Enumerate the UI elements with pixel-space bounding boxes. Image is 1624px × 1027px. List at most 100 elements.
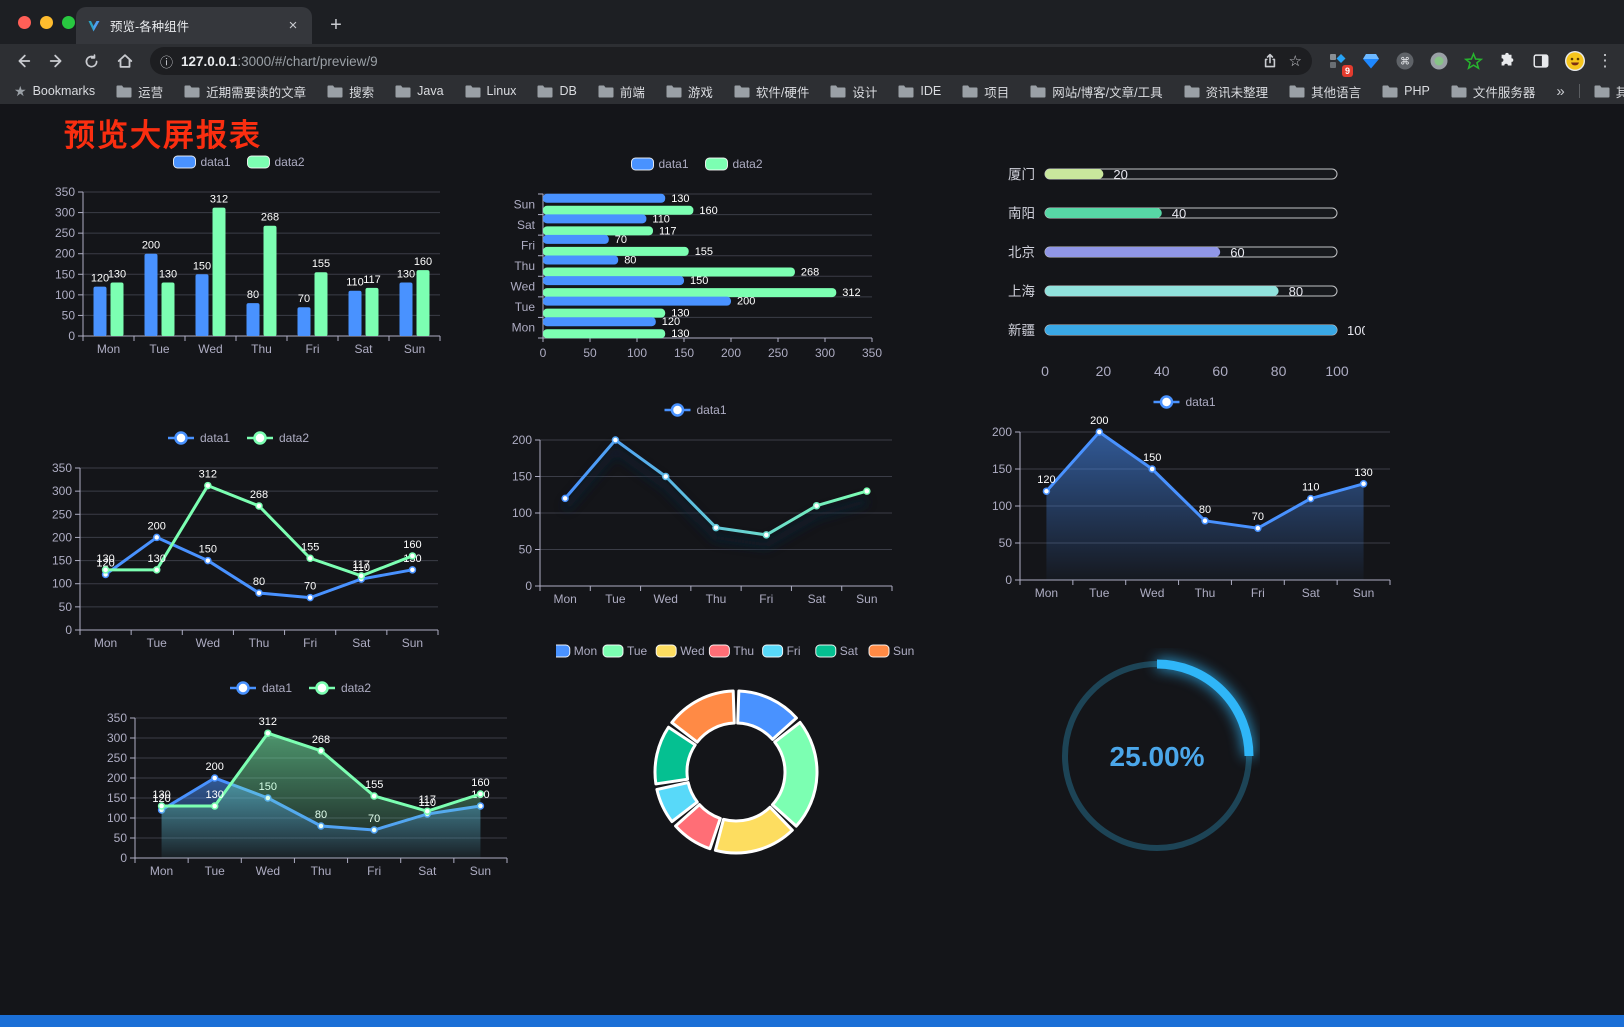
svg-text:Sat: Sat: [352, 636, 371, 650]
bookmark-folder-item[interactable]: DB: [537, 84, 577, 98]
svg-text:200: 200: [992, 425, 1012, 439]
sidebar-toggle-icon[interactable]: [1526, 47, 1556, 75]
svg-text:data1: data1: [201, 155, 231, 169]
bookmark-star-icon[interactable]: ☆: [1288, 53, 1302, 70]
svg-text:155: 155: [695, 246, 713, 258]
bookmarks-overflow-chevron[interactable]: »: [1556, 82, 1565, 100]
chart-gauge[interactable]: 25.00%: [1054, 648, 1260, 860]
svg-text:150: 150: [199, 544, 217, 556]
svg-text:150: 150: [52, 554, 72, 568]
extension-record-icon[interactable]: [1424, 47, 1454, 75]
svg-text:data1: data1: [200, 431, 230, 445]
bookmark-folder-item[interactable]: 前端: [598, 82, 645, 101]
chart-single-area[interactable]: 0 50 100 150 200 Mon Tue Wed Thu Fri Sat Sun 120 200 1…: [982, 388, 1404, 610]
svg-text:Sat: Sat: [354, 342, 373, 356]
chart-horizontal-bar[interactable]: 0 50 100 150 200 250 300 350 Sun 130 160 Sat 110 117 F…: [503, 150, 908, 364]
bookmark-folder-item[interactable]: 运营: [116, 82, 163, 101]
extension-tabs-icon[interactable]: 9: [1322, 47, 1353, 77]
folder-icon: [734, 85, 750, 97]
svg-text:150: 150: [512, 470, 532, 484]
share-icon[interactable]: [1259, 47, 1281, 75]
forward-button[interactable]: [42, 47, 72, 75]
svg-text:40: 40: [1154, 363, 1170, 379]
home-button[interactable]: [110, 47, 140, 75]
bookmark-folder-item[interactable]: 其他语言: [1289, 82, 1361, 101]
svg-text:Thu: Thu: [1195, 586, 1216, 600]
window-close-button[interactable]: [18, 16, 31, 29]
chart-dual-line[interactable]: 0 50 100 150 200 250 300 350 Mon Tue Wed Thu Fri Sat S…: [42, 424, 452, 660]
bookmark-folder-item[interactable]: Java: [395, 84, 444, 98]
bookmark-folder-item[interactable]: 搜索: [327, 82, 374, 101]
folder-icon: [327, 85, 343, 97]
svg-text:Fri: Fri: [1251, 586, 1265, 600]
chart-grouped-bar[interactable]: 0 50 100 150 200 250 300 350 Mon Tue Wed Thu Fri Sat S…: [45, 148, 450, 366]
bookmark-folder-item[interactable]: 项目: [962, 82, 1009, 101]
chart-city-progress[interactable]: 厦门 20 南阳 40 北京 60 上海 80 新疆 100 0 20 40 60 80 100: [985, 152, 1369, 382]
svg-text:268: 268: [312, 734, 330, 746]
svg-text:160: 160: [471, 777, 489, 789]
window-minimize-button[interactable]: [40, 16, 53, 29]
svg-text:130: 130: [108, 269, 126, 281]
window-zoom-button[interactable]: [62, 16, 75, 29]
chart-dual-area[interactable]: 0 50 100 150 200 250 300 350 Mon Tue Wed Thu Fri Sat S…: [97, 674, 521, 888]
chart-gradient-line[interactable]: 0 50 100 150 200 Mon Tue Wed Thu Fri Sat Sun data1: [502, 396, 906, 616]
folder-icon: [1594, 85, 1610, 97]
svg-text:312: 312: [842, 287, 860, 299]
bookmark-folder-item[interactable]: 近期需要读的文章: [184, 82, 306, 101]
svg-text:data2: data2: [733, 157, 763, 171]
svg-text:200: 200: [142, 240, 160, 252]
svg-text:200: 200: [206, 761, 224, 773]
extension-gem-icon[interactable]: [1356, 47, 1386, 75]
back-button[interactable]: [8, 47, 38, 75]
bookmark-folder-item[interactable]: PHP: [1382, 84, 1430, 98]
address-bar[interactable]: ⓘ 127.0.0.1:3000/#/chart/preview/9 ☆: [150, 47, 1312, 75]
bookmark-folder-item[interactable]: 设计: [830, 82, 877, 101]
extensions-puzzle-icon[interactable]: [1492, 47, 1522, 75]
svg-text:117: 117: [659, 225, 677, 237]
bookmark-folder-item[interactable]: 软件/硬件: [734, 82, 809, 101]
other-bookmarks-folder[interactable]: 其他书签: [1594, 82, 1624, 101]
svg-text:155: 155: [312, 258, 330, 270]
svg-text:100: 100: [52, 577, 72, 591]
svg-text:80: 80: [1271, 363, 1287, 379]
bookmark-folder-item[interactable]: Linux: [465, 84, 516, 98]
bookmark-folder-item[interactable]: 文件服务器: [1451, 82, 1535, 101]
extension-star-icon[interactable]: [1458, 47, 1488, 75]
svg-text:data2: data2: [341, 681, 371, 695]
chart-donut[interactable]: Mon Tue Wed Thu Fri Sat Sun: [549, 636, 916, 898]
bookmarks-manager-item[interactable]: ★ Bookmarks: [14, 82, 96, 99]
url-text[interactable]: 127.0.0.1:3000/#/chart/preview/9: [181, 54, 1251, 69]
svg-text:200: 200: [148, 520, 166, 532]
svg-text:Wed: Wed: [653, 592, 677, 606]
profile-avatar[interactable]: [1560, 47, 1590, 75]
browser-tab[interactable]: 预览-各种组件 ×: [76, 7, 312, 44]
svg-text:Sun: Sun: [470, 864, 491, 878]
folder-icon: [465, 85, 481, 97]
page-content: 预览大屏报表 0 50 100 150 200 250 300 350 Mon Tue Wed Thu…: [0, 104, 1624, 1027]
bookmark-folder-item[interactable]: 游戏: [666, 82, 713, 101]
svg-text:200: 200: [55, 247, 75, 261]
tab-close-icon[interactable]: ×: [288, 16, 298, 34]
extension-command-icon[interactable]: ⌘: [1390, 47, 1420, 75]
svg-text:Sun: Sun: [856, 592, 877, 606]
svg-text:Tue: Tue: [205, 864, 226, 878]
bookmark-folder-item[interactable]: 资讯未整理: [1184, 82, 1268, 101]
bookmark-folder-item[interactable]: IDE: [898, 84, 941, 98]
bookmark-folder-item[interactable]: 网站/博客/文章/工具: [1030, 82, 1163, 101]
svg-text:data2: data2: [275, 155, 305, 169]
svg-text:Wed: Wed: [196, 636, 220, 650]
browser-menu-icon[interactable]: ⋮: [1596, 51, 1614, 70]
svg-text:Tue: Tue: [605, 592, 626, 606]
svg-text:Sat: Sat: [418, 864, 437, 878]
site-info-icon[interactable]: ⓘ: [160, 54, 174, 70]
svg-text:Thu: Thu: [249, 636, 270, 650]
svg-text:268: 268: [261, 212, 279, 224]
reload-button[interactable]: [76, 47, 106, 75]
svg-text:Fri: Fri: [306, 342, 320, 356]
svg-text:北京: 北京: [1008, 245, 1035, 260]
folder-icon: [1030, 85, 1046, 97]
svg-text:250: 250: [107, 751, 127, 765]
svg-text:50: 50: [519, 543, 533, 557]
new-tab-button[interactable]: +: [330, 14, 342, 36]
